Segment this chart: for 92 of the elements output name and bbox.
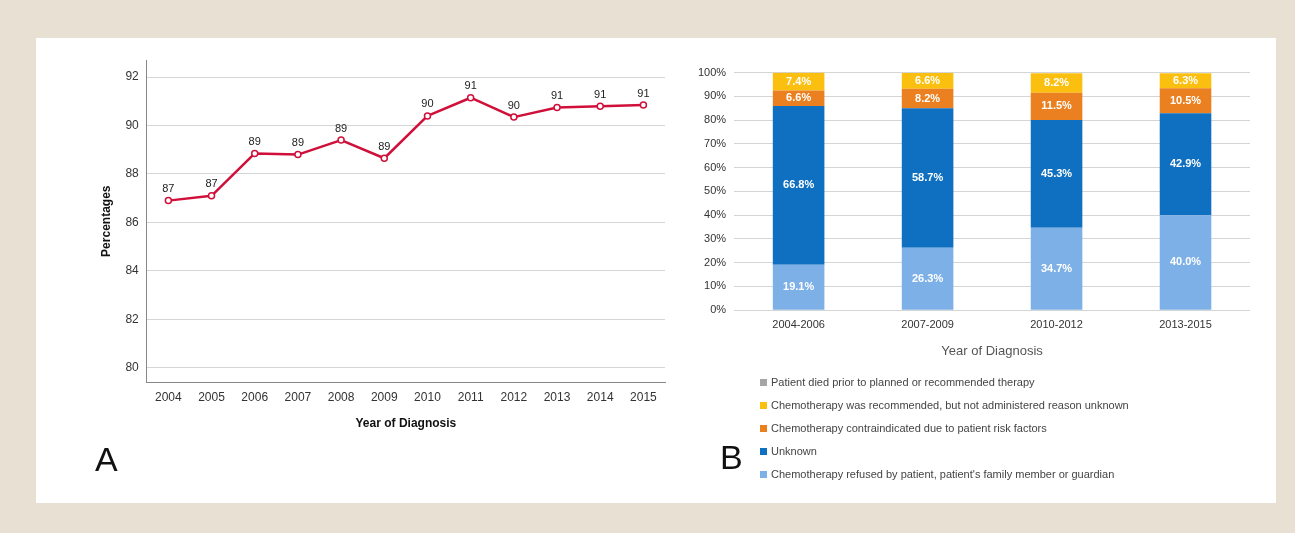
y-tick-label: 40% [704, 208, 727, 221]
y-tick-label: 82 [125, 311, 140, 326]
data-label: 87 [162, 182, 175, 195]
data-label: 26.3% [911, 271, 944, 284]
bar [1030, 120, 1083, 228]
point [553, 103, 561, 112]
data-label: 91 [637, 86, 650, 99]
x-tick-label: 2012 [500, 389, 528, 404]
data-label: 34.7% [1040, 261, 1073, 274]
data-label: 89 [248, 134, 261, 147]
data-label: 91 [550, 88, 564, 101]
data-label: 11.5% [1041, 99, 1073, 112]
x-tick-label: 2004-2006 [772, 317, 825, 330]
y-tick-label: 70% [704, 136, 727, 149]
y-tick-label: 84 [125, 263, 140, 278]
point [510, 113, 518, 121]
point [250, 149, 259, 158]
legend-label: Chemotherapy was recommended, but not administered reason unknown [771, 399, 1129, 411]
data-label: 7.4% [786, 74, 812, 87]
text: B [720, 438, 743, 477]
data-label: 6.3% [1172, 73, 1199, 86]
bar [1159, 113, 1212, 216]
y-tick-label: 80 [125, 359, 140, 374]
data-label: 8.2% [915, 91, 941, 104]
bar [901, 108, 954, 248]
data-label: 6.6% [786, 91, 812, 104]
data-label: 89 [334, 121, 348, 134]
bar [901, 247, 954, 310]
data-label: 8.2% [1044, 76, 1070, 89]
x-tick-label: 2015 [630, 389, 658, 404]
x-axis-title: Year of Diagnosis [941, 342, 1044, 358]
legend-label: Chemotherapy refused by patient, patient's family member or guardian [771, 468, 1115, 480]
y-tick-label: 92 [125, 69, 140, 84]
y-tick-label: 100% [697, 65, 727, 78]
x-tick-label: 2004 [154, 389, 183, 404]
data-label: 90 [507, 98, 520, 111]
y-tick-label: 30% [704, 231, 727, 244]
point [639, 101, 648, 109]
y-tick-label: 90 [125, 117, 140, 132]
data-label: 58.7% [911, 171, 944, 184]
data-label: 91 [464, 79, 477, 92]
data-label: 6.6% [915, 73, 941, 86]
y-axis-title: Percentages [98, 185, 113, 257]
x-tick-label: 2010-2012 [1030, 317, 1083, 330]
x-tick-label: 2010 [414, 389, 442, 404]
bar [772, 264, 825, 310]
x-axis-title: Year of Diagnosis [355, 416, 457, 431]
point [207, 192, 216, 200]
y-tick-label: 88 [125, 166, 140, 181]
bar [772, 106, 825, 265]
x-tick-label: 2013 [543, 389, 571, 404]
data-label: 89 [378, 139, 391, 152]
x-tick-label: 2008 [327, 389, 355, 404]
point [294, 150, 302, 159]
data-label: 66.8% [783, 178, 815, 191]
point [337, 136, 345, 144]
x-tick-label: 2014 [586, 389, 614, 404]
y-tick-label: 80% [704, 113, 727, 126]
bar [1030, 227, 1083, 310]
x-tick-label: 2007 [284, 389, 312, 404]
y-tick-label: 10% [704, 279, 727, 292]
x-tick-label: 2006 [241, 389, 269, 404]
y-tick-label: 0% [710, 303, 727, 316]
data-label: 42.9% [1169, 157, 1202, 170]
y-tick-label: 86 [125, 214, 140, 229]
x-tick-label: 2009 [370, 389, 398, 404]
point [423, 112, 432, 120]
data-label: 19.1% [783, 280, 815, 293]
legend-label: Chemotherapy contraindicated due to patient risk factors [771, 422, 1047, 434]
point [596, 102, 604, 110]
legend-label: Patient died prior to planned or recommended therapy [771, 376, 1035, 388]
x-tick-label: 2005 [198, 389, 226, 404]
x-tick-label: 2013-2015 [1159, 317, 1212, 330]
y-tick-label: 90% [704, 89, 727, 102]
data-label: 87 [205, 177, 218, 190]
x-tick-label: 2007-2009 [901, 317, 954, 330]
data-label: 89 [291, 136, 305, 149]
data-label: 91 [594, 87, 607, 100]
point [466, 93, 475, 102]
bar [1159, 215, 1212, 310]
data-label: 45.3% [1040, 166, 1073, 179]
legend-label: Unknown [771, 445, 817, 457]
y-tick-label: 60% [704, 160, 727, 173]
data-label: 40.0% [1169, 255, 1202, 268]
y-tick-label: 20% [704, 255, 727, 268]
data-label: 90 [421, 97, 434, 110]
data-label: 10.5% [1169, 93, 1202, 106]
point [164, 196, 173, 205]
x-tick-label: 2011 [457, 389, 484, 404]
text: A [95, 440, 118, 479]
point [380, 154, 389, 162]
y-tick-label: 50% [704, 184, 727, 197]
